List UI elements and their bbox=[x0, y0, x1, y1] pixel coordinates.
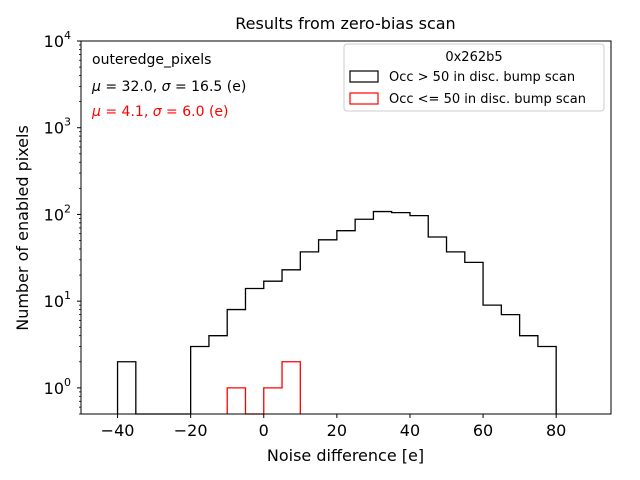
legend-entry-red: Occ <= 50 in disc. bump scan bbox=[389, 92, 586, 107]
legend-frame bbox=[343, 43, 605, 112]
x-tick-label: 40 bbox=[400, 421, 420, 440]
x-axis-label: Noise difference [e] bbox=[267, 446, 424, 465]
y-axis-label: Number of enabled pixels bbox=[13, 125, 32, 331]
annotation-stats-red: μ = 4.1, σ = 6.0 (e) bbox=[91, 104, 228, 120]
x-tick-label: 60 bbox=[473, 421, 493, 440]
legend-swatch-black bbox=[349, 70, 379, 83]
legend-swatch-red bbox=[349, 92, 379, 105]
x-tick-label: 20 bbox=[327, 421, 347, 440]
y-tick-label: 104 bbox=[44, 29, 71, 51]
legend-entry-black: Occ > 50 in disc. bump scan bbox=[389, 70, 575, 85]
histogram-series-red bbox=[226, 361, 301, 415]
legend-title: 0x262b5 bbox=[445, 50, 502, 65]
y-tick-label: 102 bbox=[44, 202, 71, 224]
x-tick-label: −20 bbox=[174, 421, 208, 440]
y-axis-ticks: 100 101 102 103 104 bbox=[44, 29, 81, 415]
y-tick-label: 100 bbox=[44, 376, 71, 398]
y-tick-label: 101 bbox=[44, 289, 71, 311]
chart-title: Results from zero-bias scan bbox=[235, 14, 455, 33]
annotation-stats-black: μ = 32.0, σ = 16.5 (e) bbox=[91, 79, 246, 95]
x-tick-label: 80 bbox=[546, 421, 566, 440]
legend: 0x262b5 Occ > 50 in disc. bump scan Occ … bbox=[343, 43, 605, 112]
x-tick-label: 0 bbox=[259, 421, 269, 440]
x-axis-ticks: −40 −20 0 20 40 60 80 bbox=[101, 414, 566, 440]
histogram-series-black bbox=[116, 210, 557, 415]
annotation-pixel-group: outeredge_pixels bbox=[92, 52, 211, 68]
histogram-series-group bbox=[116, 210, 557, 415]
x-tick-label: −40 bbox=[101, 421, 135, 440]
y-tick-label: 103 bbox=[44, 116, 71, 138]
